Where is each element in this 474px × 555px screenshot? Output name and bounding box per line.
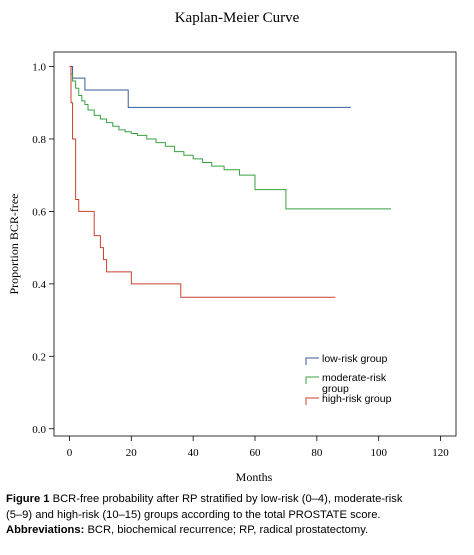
y-tick-label: 0.0 — [32, 424, 46, 436]
figure-label: Figure 1 — [6, 493, 50, 505]
y-tick-label: 0.8 — [32, 134, 46, 146]
x-tick-label: 100 — [370, 447, 387, 459]
caption-line-2: (5–9) and high-risk (10–15) groups accor… — [6, 508, 381, 521]
y-tick-label: 0.2 — [32, 351, 46, 363]
x-tick-label: 0 — [67, 447, 73, 459]
y-axis-label: Proportion BCR-free — [7, 194, 21, 295]
legend: low-risk group moderate-riskgrouphigh-ris… — [305, 353, 392, 405]
legend-swatch — [305, 397, 319, 405]
series-layer — [69, 65, 392, 298]
x-axis-ticks: 0 20 40 60 80 100 120 — [67, 436, 449, 459]
legend-swatch — [305, 376, 319, 384]
abbreviations-text: BCR, biochemical recurrence; RP, radical… — [87, 524, 369, 536]
km-chart: 0.0 0.2 0.4 0.6 0.8 1.0 0 20 40 60 80 100 120 low-r… — [7, 51, 457, 484]
legend-label: high-risk group — [322, 393, 392, 405]
series-line-2 — [69, 65, 392, 210]
legend-label: moderate-risk — [322, 372, 387, 384]
x-tick-label: 20 — [126, 447, 138, 459]
legend-label: low-risk group — [322, 353, 388, 365]
plot-frame — [53, 51, 457, 437]
caption-line-1: Figure 1 BCR-free probability after RP s… — [6, 492, 468, 508]
y-tick-label: 1.0 — [32, 61, 46, 73]
x-tick-label: 80 — [311, 447, 323, 459]
caption-text-1: BCR-free probability after RP stratified… — [52, 493, 403, 505]
x-tick-label: 120 — [432, 447, 449, 459]
y-tick-label: 0.6 — [32, 206, 46, 218]
series-line-1 — [69, 65, 351, 108]
legend-label: group — [322, 383, 349, 395]
caption-line-3: Abbreviations: BCR, biochemical recurren… — [6, 523, 468, 539]
legend-swatch — [305, 357, 319, 365]
x-tick-label: 40 — [188, 447, 200, 459]
y-axis-ticks: 0.0 0.2 0.4 0.6 0.8 1.0 — [32, 61, 54, 436]
y-tick-label: 0.4 — [32, 279, 46, 291]
chart-title: Kaplan-Meier Curve — [174, 10, 300, 26]
x-axis-label: Months — [236, 470, 273, 484]
x-tick-label: 60 — [250, 447, 262, 459]
series-line-3 — [69, 65, 336, 298]
abbreviations-label: Abbreviations: — [6, 524, 85, 536]
figure-caption: Figure 1 BCR-free probability after RP s… — [6, 492, 468, 539]
